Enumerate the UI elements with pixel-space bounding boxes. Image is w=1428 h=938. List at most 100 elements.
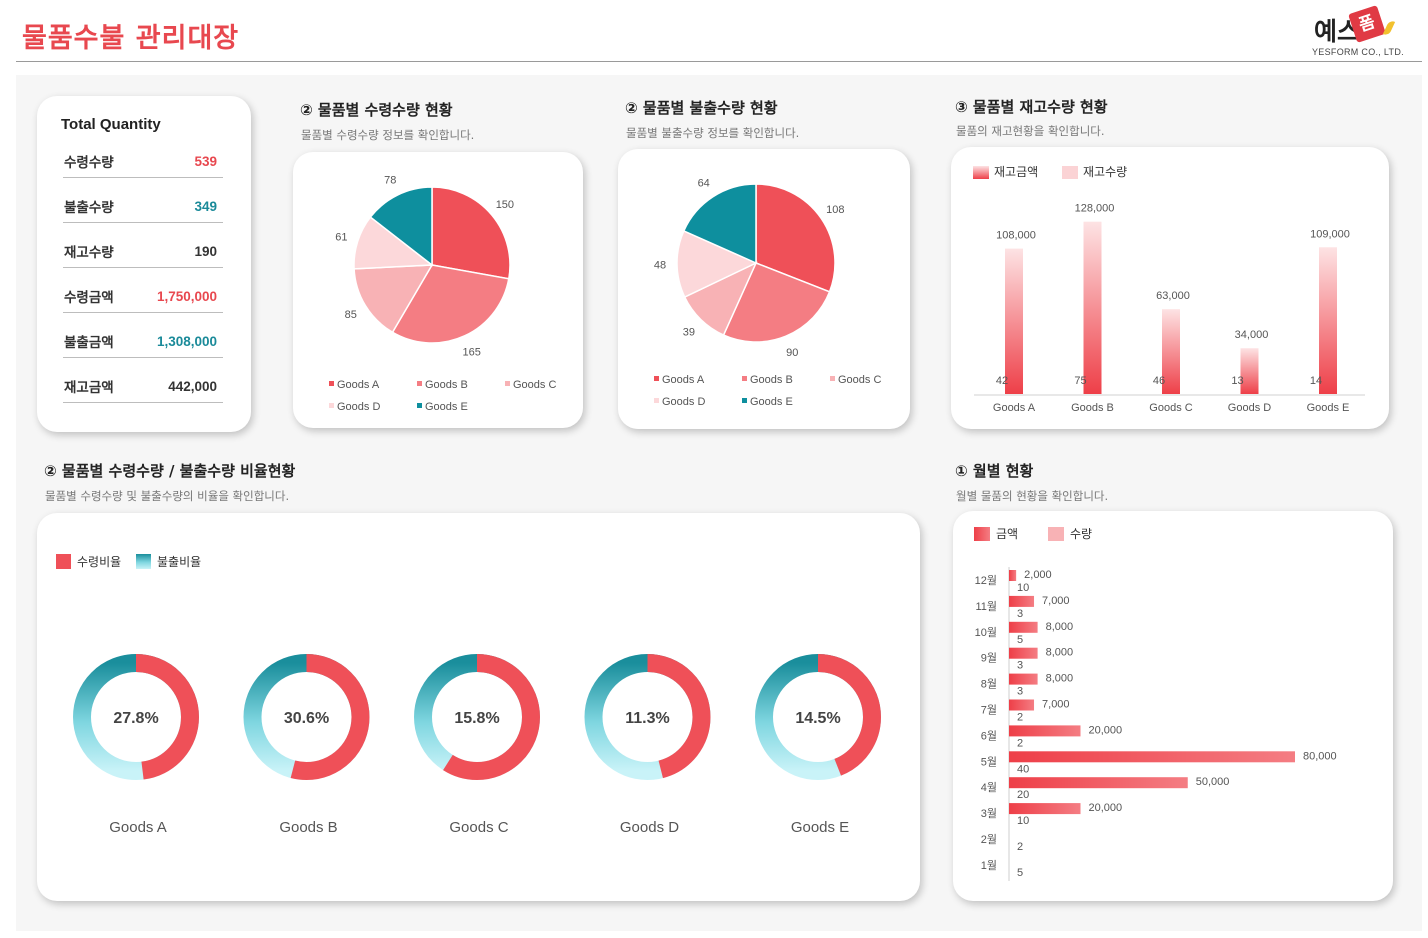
stock-qty-label: 42: [996, 375, 1008, 387]
monthly-qty-label: 5: [1017, 867, 1023, 879]
pie-slice: [755, 183, 836, 293]
donut-center-label: 14.5%: [795, 710, 840, 727]
pie-data-label: 78: [384, 175, 396, 187]
monthly-amount-bar: [1009, 725, 1081, 737]
bar-data-label: 80,000: [1303, 750, 1337, 762]
y-tick-label: 6월: [981, 729, 997, 742]
pie-slice: [676, 229, 758, 299]
donut-goods-label: Goods D: [620, 819, 679, 836]
donut-center-label: 15.8%: [454, 710, 499, 727]
monthly-amount-bar: [1009, 673, 1038, 685]
issue-section-title: ② 물품별 불출수량 현황: [625, 99, 778, 117]
stock-qty-label: 14: [1310, 375, 1322, 387]
total-row-value: 539: [194, 154, 217, 169]
donut-center-label: 27.8%: [113, 710, 158, 727]
bar-data-label: 7,000: [1042, 699, 1070, 711]
y-tick-label: 4월: [981, 781, 997, 794]
legend-marker: [417, 381, 422, 386]
donut-goods-label: Goods C: [449, 819, 508, 836]
monthly-amount-bar: [1009, 751, 1295, 763]
stock-bar-chart: 재고금액 재고수량 108,000 42 Goods A 128,000 75 Goods B…: [973, 165, 1365, 414]
pie-data-label: 48: [654, 259, 666, 271]
issue-section-subtitle: 물품별 불출수량 정보를 확인합니다.: [626, 126, 800, 140]
y-tick-label: 3월: [981, 807, 997, 820]
monthly-qty-label: 3: [1017, 608, 1023, 620]
ratio-section-title: ② 물품별 수령수량 / 불출수량 비율현황: [44, 462, 296, 480]
monthly-qty-label: 5: [1017, 634, 1023, 646]
legend-label: 금액: [996, 527, 1018, 541]
total-quantity-card: Total Quantity 수령수량 539 불출수량 349 재고수량 190 수령금액…: [37, 96, 251, 432]
stock-qty-label: 46: [1153, 375, 1165, 387]
monthly-qty-label: 2: [1017, 737, 1023, 749]
total-row: 수령수량 539: [63, 133, 223, 178]
y-tick-label: 10월: [975, 626, 997, 639]
y-tick-label: 8월: [981, 678, 997, 691]
legend-label: 불출비율: [157, 555, 201, 569]
bar-data-label: 8,000: [1046, 621, 1074, 633]
total-row: 불출금액 1,308,000: [63, 313, 223, 358]
legend-label: Goods C: [838, 374, 881, 386]
donut-receive-arc: [414, 654, 540, 780]
y-tick-label: 9월: [981, 652, 997, 665]
donut-receive-arc: [755, 654, 881, 780]
pie-data-label: 39: [683, 327, 695, 339]
monthly-qty-label: 3: [1017, 686, 1023, 698]
bar-data-label: 34,000: [1235, 329, 1269, 341]
ratio-donut-chart: 수령비율 불출비율 27.8% Goods A 30.6% Goods B 15.8% Goo…: [56, 554, 881, 836]
legend-marker: [329, 403, 334, 408]
issue-pie-chart: 108 90 39 48 64 Goods A Goods B Goods C Goods D G…: [654, 177, 882, 408]
bar-data-label: 50,000: [1196, 776, 1230, 788]
total-row-value: 442,000: [168, 379, 217, 394]
total-row: 재고수량 190: [63, 223, 223, 268]
monthly-section-title: ① 월별 현황: [955, 462, 1034, 480]
donut-receive-arc: [73, 654, 199, 780]
total-row-label: 재고금액: [64, 380, 114, 396]
pie-slice: [353, 264, 434, 334]
pie-data-label: 64: [698, 177, 710, 189]
legend-label: Goods B: [750, 374, 793, 386]
donut-receive-arc: [243, 654, 370, 780]
bar-data-label: 109,000: [1310, 228, 1350, 240]
header-divider: [16, 61, 1422, 62]
legend-label: Goods D: [662, 396, 705, 408]
bar-data-label: 8,000: [1046, 647, 1074, 659]
legend-marker: [1048, 527, 1064, 541]
legend-label: Goods A: [662, 374, 705, 386]
stock-amount-bar: [1319, 247, 1337, 394]
issue-pie-card: 108 90 39 48 64 Goods A Goods B Goods C Goods D G…: [618, 149, 910, 429]
total-row-label: 재고수량: [64, 245, 114, 261]
y-tick-label: 12월: [975, 574, 997, 587]
legend-label: Goods A: [337, 379, 380, 391]
monthly-qty-label: 10: [1017, 815, 1029, 827]
legend-marker: [654, 376, 659, 381]
monthly-qty-label: 2: [1017, 712, 1023, 724]
stock-amount-bar: [1162, 309, 1180, 394]
legend-label: Goods E: [750, 396, 793, 408]
x-tick-label: Goods A: [993, 402, 1036, 414]
legend-marker: [56, 554, 71, 569]
pie-slice: [369, 186, 433, 267]
logo-subtitle: YESFORM CO., LTD.: [1312, 47, 1404, 57]
bar-data-label: 128,000: [1075, 203, 1115, 215]
donut-goods-label: Goods A: [109, 819, 167, 836]
monthly-amount-bar: [1009, 803, 1081, 815]
legend-label: 수령비율: [77, 555, 121, 569]
x-tick-label: Goods D: [1228, 402, 1271, 414]
legend-marker: [742, 398, 747, 403]
ratio-donut-card: 수령비율 불출비율 27.8% Goods A 30.6% Goods B 15.8% Goo…: [37, 513, 920, 901]
total-row: 재고금액 442,000: [63, 358, 223, 403]
y-tick-label: 1월: [981, 859, 997, 872]
stock-qty-label: 13: [1231, 375, 1243, 387]
stock-amount-bar: [1083, 221, 1102, 394]
bar-data-label: 63,000: [1156, 290, 1190, 302]
pie-slice: [722, 262, 831, 343]
stock-bar-card: 재고금액 재고수량 108,000 42 Goods A 128,000 75 Goods B…: [951, 147, 1389, 429]
pie-data-label: 165: [463, 346, 481, 358]
legend-label: Goods B: [425, 379, 468, 391]
total-row-label: 수령수량: [64, 155, 114, 171]
bar-data-label: 108,000: [996, 230, 1036, 242]
donut-goods-label: Goods B: [279, 819, 337, 836]
legend-marker: [973, 166, 989, 179]
legend-label: Goods E: [425, 401, 468, 413]
monthly-section-subtitle: 월별 물품의 현황을 확인합니다.: [956, 489, 1109, 503]
